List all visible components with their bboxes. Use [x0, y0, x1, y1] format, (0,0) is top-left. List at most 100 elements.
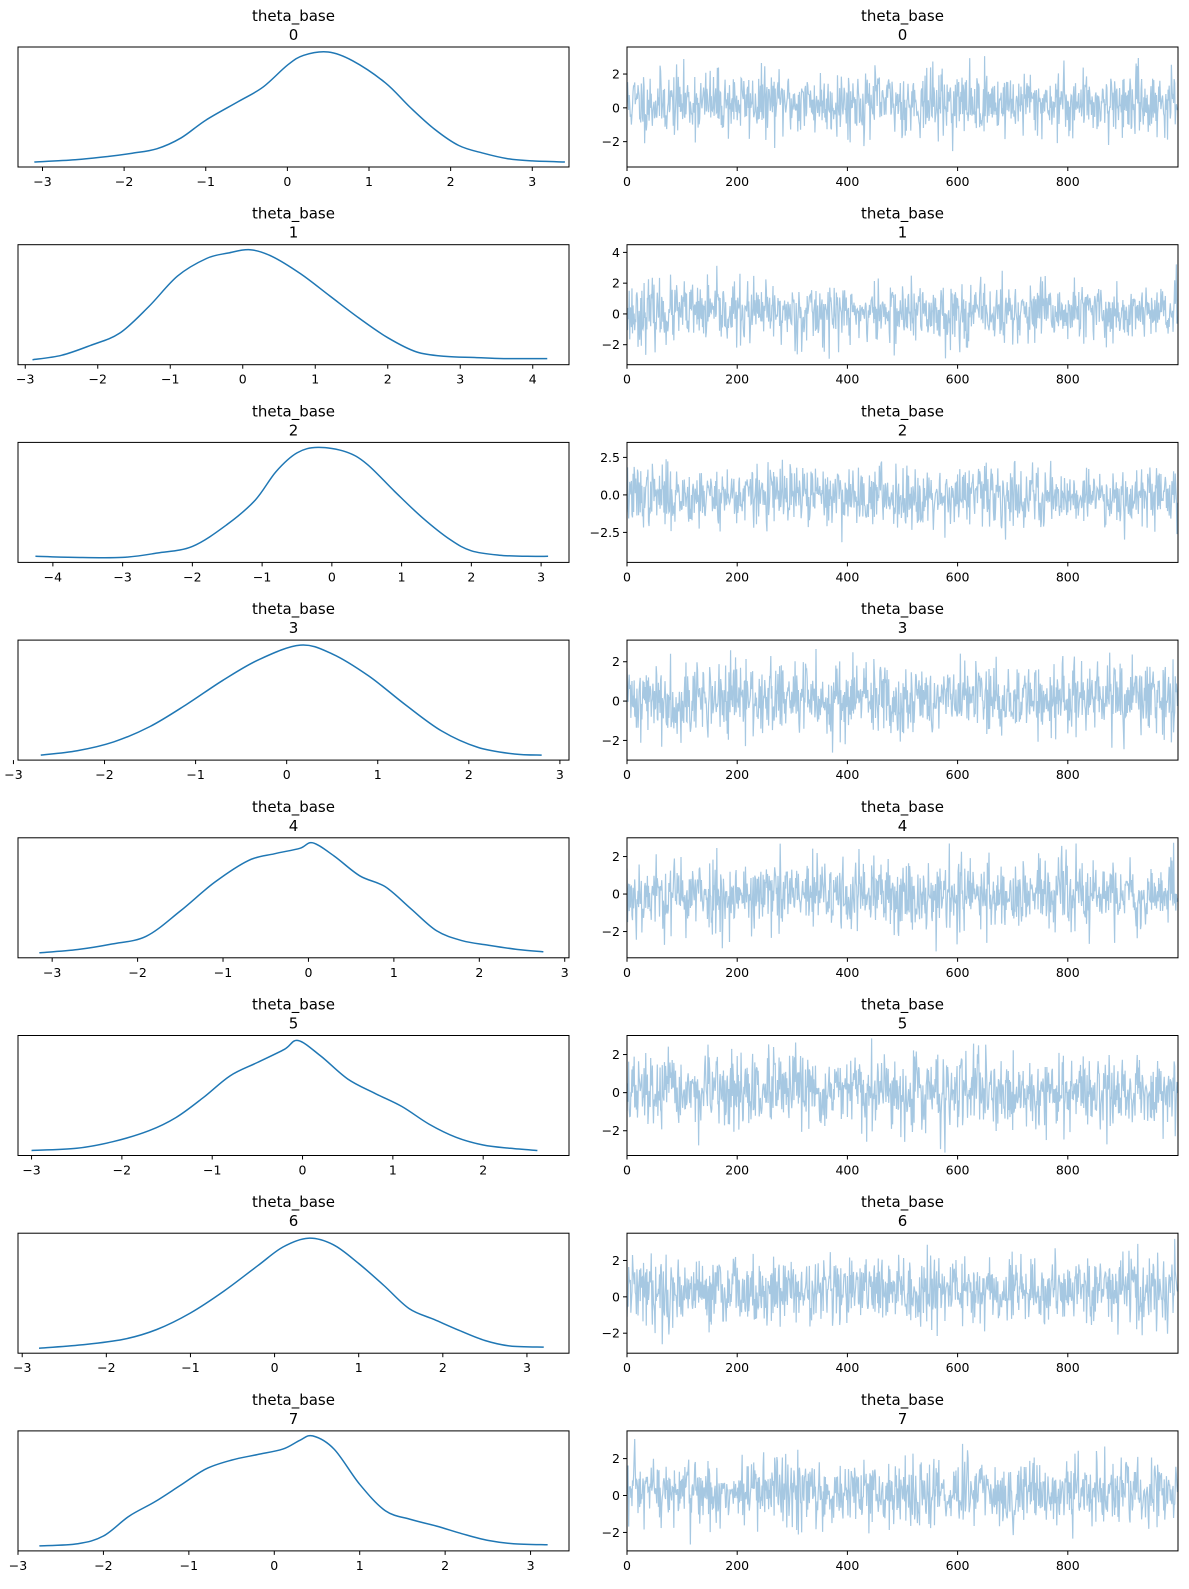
trace-line — [627, 264, 1178, 359]
y-tick-label: 4 — [612, 245, 620, 260]
y-tick-label: −2 — [602, 733, 620, 748]
panel-subtitle: 2 — [898, 421, 908, 439]
axes-frame — [626, 441, 1179, 563]
x-tick-label: 200 — [725, 1360, 749, 1375]
trace-line — [627, 1438, 1178, 1545]
x-tick-label: 200 — [725, 1558, 749, 1573]
x-tick-label: 0 — [283, 767, 291, 782]
x-tick-label: 800 — [1056, 1558, 1080, 1573]
x-tick-label: −3 — [16, 372, 34, 387]
x-tick-label: −1 — [180, 1558, 198, 1573]
x-tick-label: −2 — [89, 372, 107, 387]
x-tick-label: 0 — [623, 174, 631, 189]
axes-frame — [626, 1232, 1179, 1354]
x-tick-label: 2 — [467, 569, 475, 584]
x-tick-label: 400 — [835, 569, 859, 584]
axes-frame — [17, 1232, 570, 1354]
x-tick-label: 0 — [283, 174, 291, 189]
x-tick-label: 600 — [946, 767, 970, 782]
x-tick-label: 800 — [1056, 1163, 1080, 1178]
kde-line — [34, 51, 565, 163]
panel-subtitle: 5 — [898, 1015, 908, 1033]
y-tick-label: 2 — [612, 1047, 620, 1062]
y-tick-label: −2 — [602, 1525, 620, 1540]
x-tick-label: 0 — [623, 1360, 631, 1375]
x-tick-label: 0 — [623, 767, 631, 782]
x-tick-label: −2 — [183, 569, 201, 584]
x-tick-label: 1 — [355, 1360, 363, 1375]
axes-frame — [17, 1430, 570, 1552]
axes-frame — [17, 837, 570, 959]
axes-frame — [626, 46, 1179, 168]
y-tick-label: 2 — [612, 849, 620, 864]
x-tick-label: 3 — [523, 1360, 531, 1375]
y-tick-label: 2 — [612, 67, 620, 82]
y-tick-label: 0 — [612, 306, 620, 321]
y-tick-label: 0 — [612, 1488, 620, 1503]
panel-title: theta_base — [252, 996, 335, 1015]
panel-title: theta_base — [252, 1193, 335, 1212]
x-tick-label: −2 — [115, 174, 133, 189]
trace-line — [627, 1238, 1178, 1345]
x-tick-label: 1 — [365, 174, 373, 189]
y-tick-label: 0 — [612, 694, 620, 709]
x-tick-label: 0 — [623, 965, 631, 980]
x-tick-label: 400 — [835, 1163, 859, 1178]
x-tick-label: −1 — [203, 1163, 221, 1178]
panel-subtitle: 3 — [898, 619, 908, 637]
panel-subtitle: 2 — [289, 421, 299, 439]
y-tick-label: 2 — [612, 276, 620, 291]
x-tick-label: 200 — [725, 767, 749, 782]
x-tick-label: 3 — [556, 767, 564, 782]
axes-frame — [626, 639, 1179, 761]
trace-line — [627, 842, 1178, 952]
panel-title: theta_base — [252, 402, 335, 421]
x-tick-label: 200 — [725, 1163, 749, 1178]
x-tick-label: 3 — [561, 965, 569, 980]
x-tick-label: −4 — [44, 569, 62, 584]
y-tick-label: −2 — [602, 134, 620, 149]
panel-subtitle: 0 — [898, 26, 908, 44]
panel-subtitle: 1 — [289, 224, 299, 242]
x-tick-label: 600 — [946, 1558, 970, 1573]
x-tick-label: 2 — [447, 174, 455, 189]
panel-title: theta_base — [861, 798, 944, 817]
x-tick-label: 3 — [528, 174, 536, 189]
x-tick-label: 0 — [271, 1360, 279, 1375]
y-tick-label: 0 — [612, 1085, 620, 1100]
x-tick-label: 400 — [835, 372, 859, 387]
panel-title: theta_base — [861, 7, 944, 26]
panel-subtitle: 7 — [898, 1410, 908, 1428]
x-tick-label: 600 — [946, 372, 970, 387]
kde-line — [31, 1039, 538, 1152]
panel-title: theta_base — [252, 600, 335, 619]
x-tick-label: 3 — [456, 372, 464, 387]
x-tick-label: 0 — [623, 569, 631, 584]
y-tick-label: −2 — [602, 337, 620, 352]
axes-frame — [626, 837, 1179, 959]
x-tick-label: 0 — [623, 372, 631, 387]
x-tick-label: 0 — [623, 1558, 631, 1573]
x-tick-label: 0 — [299, 1163, 307, 1178]
x-tick-label: 800 — [1056, 174, 1080, 189]
x-tick-label: 0 — [270, 1558, 278, 1573]
x-tick-label: 600 — [946, 174, 970, 189]
y-tick-label: −2 — [602, 1123, 620, 1138]
x-tick-label: 0 — [239, 372, 247, 387]
x-tick-label: 3 — [537, 569, 545, 584]
x-tick-label: 600 — [946, 1360, 970, 1375]
kde-line — [35, 446, 549, 559]
x-tick-label: 200 — [725, 965, 749, 980]
panel-title: theta_base — [861, 996, 944, 1015]
kde-line — [39, 1434, 548, 1547]
panel-title: theta_base — [861, 1193, 944, 1212]
panel-subtitle: 1 — [898, 224, 908, 242]
panel-title: theta_base — [861, 205, 944, 224]
x-tick-label: −3 — [113, 569, 131, 584]
